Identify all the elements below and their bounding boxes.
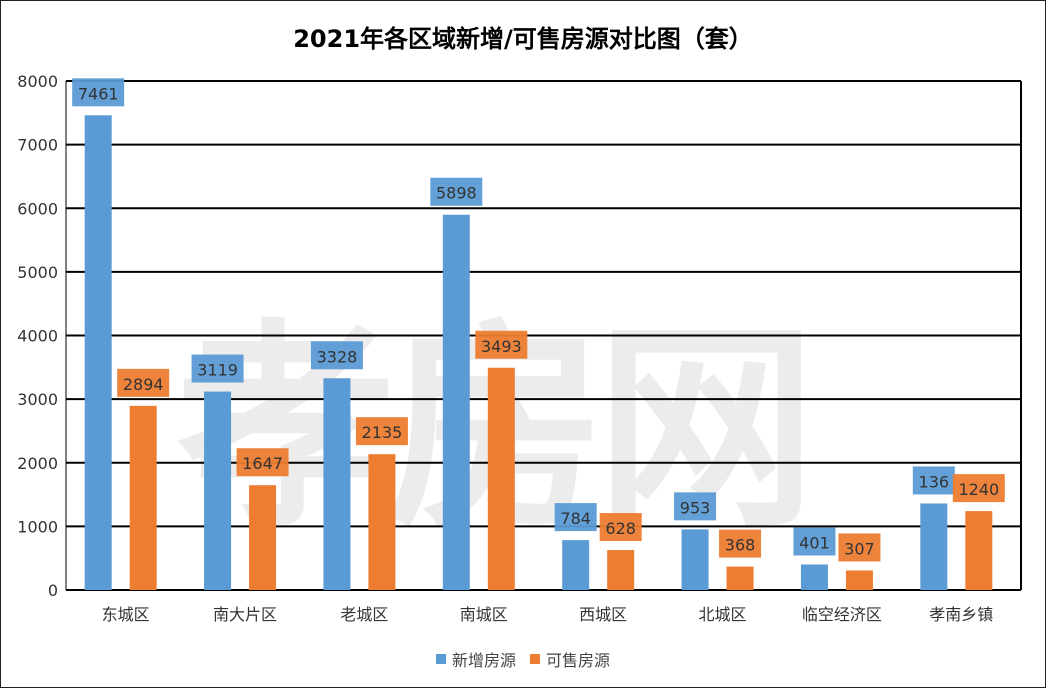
data-label: 5898 bbox=[436, 184, 477, 203]
bar-available bbox=[845, 570, 873, 590]
data-label: 953 bbox=[680, 498, 711, 517]
bar-new bbox=[681, 529, 709, 590]
x-tick-label: 老城区 bbox=[340, 605, 388, 624]
data-label-box bbox=[674, 492, 717, 521]
bar-available bbox=[965, 511, 993, 590]
y-tick-label: 4000 bbox=[17, 327, 58, 346]
data-label-box bbox=[117, 368, 170, 397]
legend-item-new: 新增房源 bbox=[435, 647, 516, 671]
data-label: 401 bbox=[799, 533, 830, 552]
y-tick-label: 3000 bbox=[17, 390, 58, 409]
data-label-box bbox=[191, 354, 244, 383]
bar-new bbox=[920, 503, 948, 590]
data-label-box bbox=[72, 78, 125, 107]
x-tick-label: 孝南乡镇 bbox=[929, 605, 993, 624]
data-label: 3493 bbox=[481, 337, 522, 356]
x-tick-label: 东城区 bbox=[102, 605, 150, 624]
data-label-box bbox=[475, 330, 528, 359]
data-label-box bbox=[236, 448, 289, 477]
data-label: 368 bbox=[725, 536, 756, 555]
y-tick-label: 1000 bbox=[17, 517, 58, 536]
y-tick-label: 0 bbox=[48, 581, 58, 600]
data-label: 1240 bbox=[958, 480, 999, 499]
y-tick-label: 2000 bbox=[17, 454, 58, 473]
bar-available bbox=[368, 454, 396, 590]
y-tick-label: 6000 bbox=[17, 199, 58, 218]
legend-item-available: 可售房源 bbox=[530, 647, 610, 671]
data-label-box bbox=[838, 533, 881, 562]
bar-new bbox=[442, 214, 470, 590]
bar-available bbox=[607, 550, 635, 590]
bar-available bbox=[249, 485, 277, 590]
legend-swatch-available bbox=[530, 654, 540, 664]
y-tick-label: 5000 bbox=[17, 263, 58, 282]
x-tick-label: 临空经济区 bbox=[802, 605, 882, 624]
bar-new bbox=[323, 378, 351, 590]
data-label: 784 bbox=[560, 509, 591, 528]
data-label-box bbox=[912, 466, 955, 495]
data-label: 7461 bbox=[78, 84, 119, 103]
data-label-box bbox=[952, 474, 1005, 503]
data-label: 307 bbox=[844, 539, 875, 558]
data-label: 1647 bbox=[242, 454, 283, 473]
data-label-box bbox=[554, 503, 597, 532]
x-tick-label: 西城区 bbox=[579, 605, 627, 624]
legend-label-available: 可售房源 bbox=[546, 651, 611, 670]
data-label: 3328 bbox=[317, 347, 358, 366]
y-tick-label: 7000 bbox=[17, 136, 58, 155]
bar-available bbox=[129, 405, 157, 590]
data-label-box bbox=[719, 529, 762, 558]
legend-swatch-new bbox=[435, 654, 446, 664]
data-label-box bbox=[430, 177, 483, 206]
bar-new bbox=[204, 391, 232, 590]
legend-label-new: 新增房源 bbox=[451, 651, 516, 670]
data-label-box bbox=[599, 513, 642, 542]
data-label: 628 bbox=[605, 519, 636, 538]
data-label: 2135 bbox=[362, 423, 403, 442]
x-tick-label: 北城区 bbox=[699, 605, 747, 624]
chart-title: 2021年各区域新增/可售房源对比图（套） bbox=[293, 25, 753, 53]
bar-new bbox=[800, 564, 828, 590]
data-label: 136 bbox=[919, 472, 950, 491]
data-label-box bbox=[310, 341, 363, 370]
bar-new bbox=[562, 540, 590, 590]
y-tick-label: 8000 bbox=[17, 72, 58, 91]
data-label: 3119 bbox=[197, 361, 238, 380]
data-label-box bbox=[793, 527, 836, 556]
x-tick-label: 南城区 bbox=[460, 605, 508, 624]
bar-available bbox=[726, 566, 754, 590]
data-label: 2894 bbox=[123, 375, 164, 394]
data-label-box bbox=[355, 417, 408, 446]
legend: 新增房源 可售房源 bbox=[1, 647, 1045, 671]
bar-new bbox=[84, 115, 112, 590]
x-tick-label: 南大片区 bbox=[213, 605, 277, 624]
bar-available bbox=[487, 367, 515, 590]
